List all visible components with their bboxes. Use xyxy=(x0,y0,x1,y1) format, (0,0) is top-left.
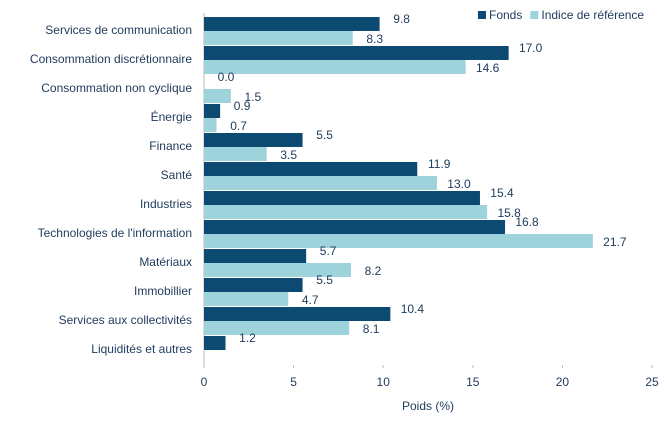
bar xyxy=(204,263,351,277)
bar xyxy=(204,104,221,118)
bar xyxy=(204,321,350,335)
legend-label: Indice de référence xyxy=(541,8,644,22)
value-label: 8.3 xyxy=(366,32,383,46)
x-tick-label: 15 xyxy=(466,375,480,389)
x-tick-label: 25 xyxy=(645,375,659,389)
legend-label: Fonds xyxy=(489,8,522,22)
x-axis-label: Poids (%) xyxy=(402,399,454,413)
category-label: Liquidités et autres xyxy=(91,342,192,356)
x-tick-label: 10 xyxy=(377,375,391,389)
bar xyxy=(204,17,380,31)
x-tick-label: 5 xyxy=(290,375,297,389)
value-label: 15.4 xyxy=(490,186,514,200)
category-label: Énergie xyxy=(151,109,193,124)
value-label: 16.8 xyxy=(515,215,539,229)
value-label: 17.0 xyxy=(519,41,543,55)
value-label: 1.2 xyxy=(239,331,256,345)
bar xyxy=(204,220,506,234)
bar xyxy=(204,191,480,205)
category-label: Consommation discrétionnaire xyxy=(30,52,192,66)
value-label: 10.4 xyxy=(401,302,425,316)
bar xyxy=(204,205,488,219)
value-label: 0.0 xyxy=(218,70,235,84)
category-label: Services de communication xyxy=(45,23,192,37)
bar xyxy=(204,118,217,132)
bar xyxy=(204,336,226,350)
legend-swatch xyxy=(530,11,539,19)
bar xyxy=(204,162,418,176)
value-label: 15.8 xyxy=(497,206,521,220)
category-label: Services aux collectivités xyxy=(59,313,192,327)
bar xyxy=(204,278,303,292)
category-label: Consommation non cyclique xyxy=(41,81,192,95)
category-label: Finance xyxy=(149,139,192,153)
bar xyxy=(204,292,289,306)
value-label: 8.2 xyxy=(365,264,382,278)
value-label: 0.9 xyxy=(234,99,251,113)
value-label: 13.0 xyxy=(447,177,471,191)
value-label: 1.5 xyxy=(245,90,262,104)
bar xyxy=(204,147,267,161)
value-label: 11.9 xyxy=(428,157,451,171)
value-label: 5.7 xyxy=(320,244,337,258)
bar xyxy=(204,249,307,263)
value-label: 5.5 xyxy=(316,273,333,287)
value-label: 9.8 xyxy=(393,12,410,26)
legend-swatch xyxy=(478,11,486,19)
value-label: 0.7 xyxy=(230,119,247,133)
bar xyxy=(204,89,231,103)
category-label: Immobillier xyxy=(134,284,192,298)
bar xyxy=(204,46,509,60)
value-label: 21.7 xyxy=(603,235,627,249)
category-label: Industries xyxy=(140,197,192,211)
bar xyxy=(204,234,593,248)
x-tick-label: 20 xyxy=(556,375,570,389)
value-label: 3.5 xyxy=(280,148,297,162)
value-label: 4.7 xyxy=(302,293,319,307)
category-label: Santé xyxy=(161,168,193,182)
value-label: 8.1 xyxy=(363,322,380,336)
bar xyxy=(204,31,353,45)
x-tick-label: 0 xyxy=(201,375,208,389)
bar xyxy=(204,176,437,190)
category-label: Matériaux xyxy=(139,255,192,269)
value-label: 5.5 xyxy=(316,128,333,142)
bar xyxy=(204,60,466,74)
category-label: Technologies de l'information xyxy=(38,226,192,240)
bar xyxy=(204,133,303,147)
value-label: 14.6 xyxy=(476,61,500,75)
bar xyxy=(204,307,391,321)
